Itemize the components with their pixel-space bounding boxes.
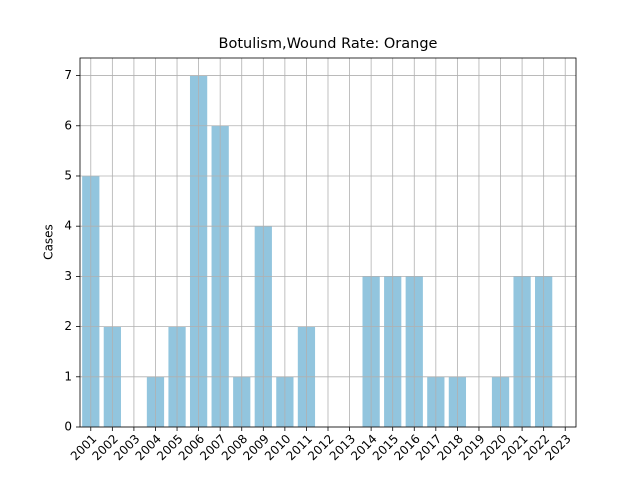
y-axis-label: Cases xyxy=(42,224,56,260)
y-tick-label: 1 xyxy=(64,369,72,383)
y-tick-label: 3 xyxy=(64,269,72,283)
chart-title: Botulism,Wound Rate: Orange xyxy=(219,36,438,52)
y-tick-label: 2 xyxy=(64,319,72,333)
y-tick-label: 5 xyxy=(64,168,72,182)
y-tick-label: 4 xyxy=(64,219,72,233)
y-tick-label: 6 xyxy=(64,118,72,132)
y-tick-label: 7 xyxy=(64,68,72,82)
x-axis-label: Year xyxy=(314,479,340,480)
y-tick-label: 0 xyxy=(64,420,72,434)
plot-frame xyxy=(79,57,577,428)
